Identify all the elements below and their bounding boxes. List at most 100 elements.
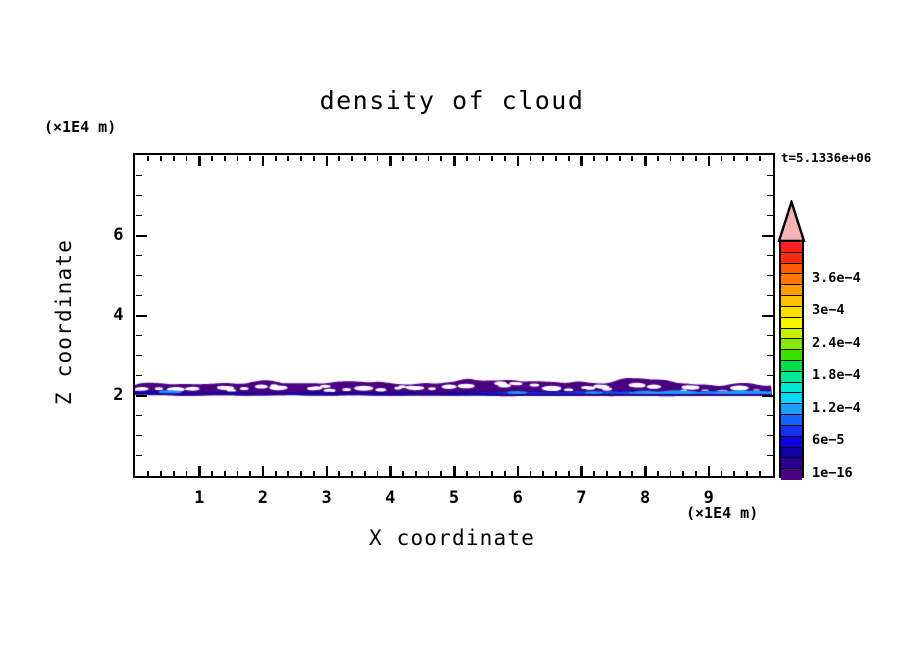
x-minor-tick-top (402, 155, 404, 161)
colorbar-tick-label: 1e−16 (812, 464, 853, 481)
y-minor-tick (135, 374, 142, 377)
x-minor-tick-top (427, 155, 430, 161)
x-minor-tick (211, 470, 213, 476)
x-minor-tick (555, 470, 557, 476)
x-major-tick-top (453, 155, 456, 166)
time-annotation: t=5.1336e+06 (781, 150, 872, 165)
colorbar-band (781, 404, 802, 416)
x-minor-tick (351, 470, 353, 476)
y-minor-tick-right (766, 254, 773, 257)
x-minor-tick-top (185, 155, 188, 161)
x-minor-tick (504, 470, 506, 476)
x-minor-tick-top (733, 155, 736, 161)
x-minor-tick-top (160, 155, 162, 161)
x-major-tick-top (707, 155, 711, 166)
x-minor-tick (223, 470, 226, 476)
plot-area[interactable] (133, 153, 775, 478)
x-minor-tick-top (605, 155, 608, 161)
plot-title: density of cloud (319, 86, 585, 115)
x-tick-label: 4 (385, 487, 396, 508)
x-major-tick (389, 465, 392, 476)
colorbar-band (781, 296, 802, 307)
x-minor-tick (720, 470, 723, 476)
colorbar-tick-label: 1.2e−4 (812, 399, 861, 416)
x-tick-label: 1 (194, 487, 205, 508)
x-minor-tick (440, 470, 443, 476)
x-minor-tick (605, 470, 608, 476)
x-minor-tick-top (287, 155, 290, 161)
y-axis-unit-label: (×1E4 m) (44, 118, 117, 136)
x-minor-tick-top (338, 155, 341, 161)
x-minor-tick-top (363, 155, 366, 161)
y-minor-tick (135, 194, 142, 197)
x-minor-tick-top (631, 155, 634, 161)
y-minor-tick-right (766, 174, 773, 177)
y-minor-tick-right (766, 194, 773, 197)
y-major-tick (135, 234, 147, 237)
colorbar-band (781, 306, 802, 318)
x-minor-tick-top (555, 155, 557, 161)
x-minor-tick-top (223, 155, 226, 161)
x-tick-label: 9 (703, 487, 714, 508)
x-minor-tick (274, 470, 277, 476)
colorbar-band (781, 458, 802, 470)
x-minor-tick-top (300, 155, 303, 161)
x-major-tick-top (198, 155, 201, 166)
x-major-tick-top (261, 155, 265, 166)
x-major-tick (198, 465, 201, 476)
y-tick-label: 6 (113, 224, 124, 245)
x-minor-tick (669, 470, 672, 476)
x-minor-tick-top (720, 155, 723, 161)
y-minor-tick (135, 254, 142, 257)
colorbar-band (781, 263, 802, 275)
x-minor-tick (733, 470, 736, 476)
colorbar-band (781, 339, 802, 351)
x-minor-tick-top (351, 155, 353, 161)
colorbar-band (781, 415, 802, 426)
y-minor-tick (135, 294, 142, 297)
x-minor-tick (300, 470, 303, 476)
x-minor-tick (695, 470, 697, 476)
y-minor-tick-right (766, 414, 773, 417)
x-minor-tick-top (695, 155, 697, 161)
y-minor-tick-right (766, 434, 773, 437)
x-minor-tick-top (567, 155, 570, 161)
y-minor-tick (135, 174, 142, 177)
x-minor-tick-top (682, 155, 685, 161)
x-major-tick (261, 465, 265, 476)
x-minor-tick (287, 470, 290, 476)
x-minor-tick-top (172, 155, 175, 161)
x-minor-tick-top (478, 155, 481, 161)
x-minor-tick (465, 470, 468, 476)
x-minor-tick-top (529, 155, 532, 161)
x-minor-tick-top (491, 155, 494, 161)
y-minor-tick-right (766, 214, 773, 217)
colorbar-band (781, 328, 802, 340)
x-minor-tick-top (147, 155, 150, 161)
x-axis-title: X coordinate (368, 526, 536, 550)
x-minor-tick-top (669, 155, 672, 161)
x-minor-tick (402, 470, 404, 476)
x-minor-tick (746, 470, 748, 476)
x-minor-tick (618, 470, 621, 476)
x-minor-tick-top (236, 155, 239, 161)
y-minor-tick (135, 214, 142, 217)
x-major-tick (707, 465, 711, 476)
x-axis-unit-label: (×1E4 m) (686, 504, 759, 522)
x-tick-label: 7 (576, 487, 587, 508)
colorbar-band (781, 252, 802, 264)
x-major-tick-top (389, 155, 392, 166)
colorbar[interactable] (779, 240, 804, 480)
x-minor-tick (758, 470, 761, 476)
y-axis-title: Z coordinate (52, 238, 76, 406)
colorbar-band (781, 285, 802, 297)
x-minor-tick-top (542, 155, 545, 161)
colorbar-band (781, 469, 802, 480)
x-minor-tick (593, 470, 596, 476)
x-tick-label: 6 (512, 487, 523, 508)
x-minor-tick (185, 470, 188, 476)
y-tick-label: 2 (113, 384, 124, 405)
x-major-tick-top (325, 155, 329, 166)
colorbar-band (781, 436, 802, 448)
colorbar-tick-label: 3.6e−4 (812, 269, 861, 286)
